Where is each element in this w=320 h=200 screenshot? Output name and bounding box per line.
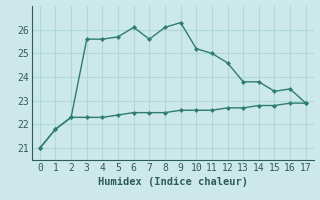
X-axis label: Humidex (Indice chaleur): Humidex (Indice chaleur): [98, 177, 248, 187]
